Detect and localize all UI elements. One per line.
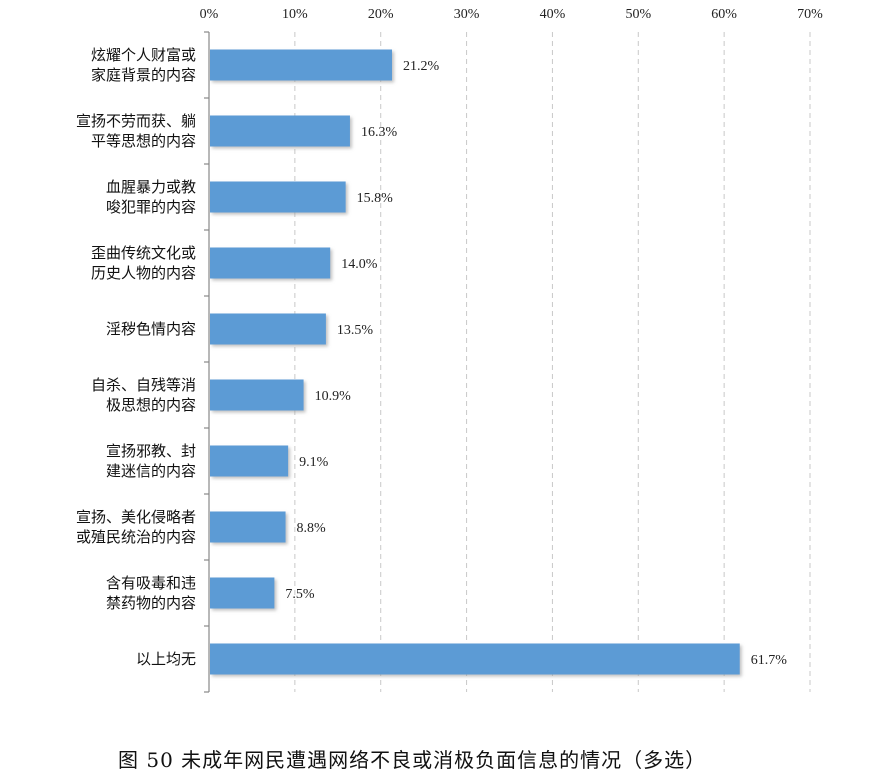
bar bbox=[210, 643, 740, 675]
x-tick-label: 50% bbox=[625, 7, 651, 22]
data-label: 15.8% bbox=[357, 191, 394, 206]
category-label: 宣扬邪教、封 bbox=[106, 442, 196, 460]
category-label: 含有吸毒和违 bbox=[106, 574, 196, 592]
x-tick-label: 0% bbox=[200, 7, 219, 22]
category-label: 自杀、自残等消 bbox=[91, 376, 196, 394]
bar bbox=[210, 313, 326, 345]
category-label: 以上均无 bbox=[136, 650, 196, 668]
data-label: 61.7% bbox=[751, 653, 788, 668]
x-tick-label: 20% bbox=[368, 7, 394, 22]
bar bbox=[210, 511, 286, 543]
category-label: 歪曲传统文化或 bbox=[91, 244, 196, 262]
x-tick-label: 10% bbox=[282, 7, 308, 22]
x-tick-label: 30% bbox=[454, 7, 480, 22]
category-label: 家庭背景的内容 bbox=[91, 66, 196, 84]
data-label: 9.1% bbox=[299, 455, 329, 470]
category-label: 建迷信的内容 bbox=[106, 462, 196, 480]
data-label: 14.0% bbox=[341, 257, 378, 272]
category-label: 禁药物的内容 bbox=[106, 594, 196, 612]
category-label: 宣扬、美化侵略者 bbox=[76, 508, 196, 526]
x-tick-label: 70% bbox=[797, 7, 823, 22]
bar bbox=[210, 181, 346, 213]
category-label: 极思想的内容 bbox=[106, 396, 196, 414]
category-label: 历史人物的内容 bbox=[91, 264, 196, 282]
bar bbox=[210, 445, 289, 477]
bar bbox=[210, 577, 275, 609]
x-tick-label: 40% bbox=[540, 7, 566, 22]
bar bbox=[210, 379, 304, 411]
category-label: 血腥暴力或教 bbox=[106, 178, 196, 196]
bar bbox=[210, 247, 331, 279]
category-label: 或殖民统治的内容 bbox=[76, 528, 196, 546]
category-label: 炫耀个人财富或 bbox=[91, 46, 196, 64]
data-label: 8.8% bbox=[297, 521, 327, 536]
bar bbox=[210, 49, 393, 81]
bar bbox=[210, 115, 350, 147]
data-label: 21.2% bbox=[403, 59, 440, 74]
data-label: 7.5% bbox=[285, 587, 315, 602]
category-label: 宣扬不劳而获、躺 bbox=[76, 112, 196, 130]
category-label: 淫秽色情内容 bbox=[106, 320, 196, 338]
x-tick-label: 60% bbox=[711, 7, 737, 22]
category-label: 唆犯罪的内容 bbox=[106, 198, 196, 216]
data-label: 10.9% bbox=[315, 389, 352, 404]
chart-caption: 图 50 未成年网民遭遇网络不良或消极负面信息的情况（多选） bbox=[118, 748, 707, 772]
category-label: 平等思想的内容 bbox=[91, 132, 196, 150]
data-label: 16.3% bbox=[361, 125, 398, 140]
data-label: 13.5% bbox=[337, 323, 374, 338]
